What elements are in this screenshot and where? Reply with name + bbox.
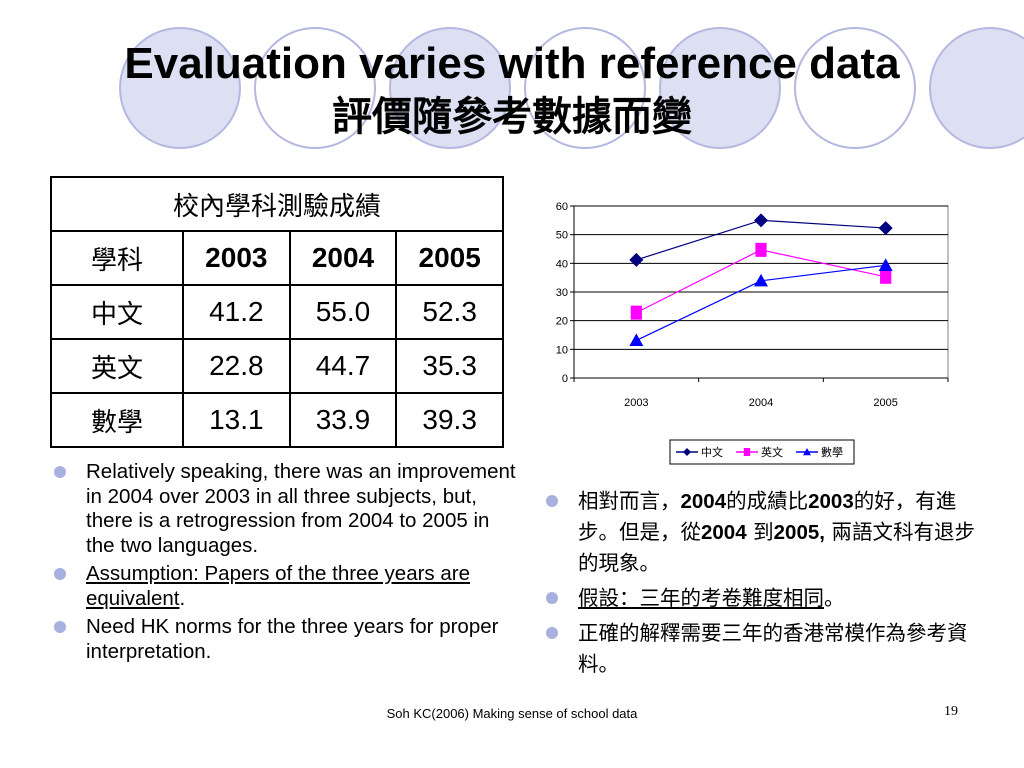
table-header-row: 學科 2003 2004 2005: [50, 230, 504, 286]
bullet-text: 正確的解釋需要三年的香港常模作為參考資料。: [578, 621, 968, 676]
legend-label: 中文: [701, 445, 723, 459]
y-tick-label: 50: [556, 230, 568, 242]
subject-cell: 中文: [50, 284, 184, 340]
score-cell: 55.0: [288, 284, 398, 340]
decorative-circles: [119, 27, 1024, 149]
data-point: [878, 221, 893, 236]
bullet-year: 2004: [680, 490, 727, 513]
score-cell: 13.1: [182, 392, 291, 448]
x-tick-label: 2003: [624, 397, 648, 409]
bullet-text: .: [179, 586, 186, 610]
line-chart: 0 10 20 30 40 50 60 2003 2004 2005 中文 英文 數學: [556, 201, 949, 465]
page-number: 19: [944, 704, 958, 719]
bullet-item: Need HK norms for the three years for pr…: [48, 615, 518, 664]
bullet-dot-icon: [546, 495, 558, 507]
legend-label: 數學: [821, 446, 843, 459]
deco-circle: [794, 27, 916, 149]
deco-circle: [389, 27, 511, 149]
legend-marker: [803, 448, 811, 456]
bullet-text-underlined: 假設：三年的考卷難度相同: [578, 586, 824, 610]
deco-circle: [524, 27, 646, 149]
legend-box: [669, 439, 855, 465]
score-cell: 52.3: [395, 284, 504, 340]
legend-marker: [743, 448, 751, 456]
bullet-dot-icon: [54, 621, 66, 633]
score-cell: 33.9: [288, 392, 398, 448]
header-year: 2004: [288, 230, 398, 286]
y-tick-label: 20: [556, 316, 568, 328]
bullet-year: 2004: [701, 521, 747, 544]
subject-cell: 數學: [50, 392, 184, 448]
bullet-dot-icon: [54, 466, 66, 478]
data-point: [755, 242, 767, 257]
bullet-item: 正確的解釋需要三年的香港常模作為參考資料。: [540, 618, 980, 680]
bullet-year: 2005,: [773, 521, 825, 544]
bullet-item: Assumption: Papers of the three years ar…: [48, 562, 518, 611]
score-cell: 41.2: [182, 284, 291, 340]
bullet-text: 的好，有進步。但是，從: [578, 489, 957, 544]
bullet-text: 。: [824, 586, 845, 610]
bullet-dot-icon: [546, 627, 558, 639]
bullet-text: 兩語文科有退步的現象。: [578, 520, 975, 575]
table-row: 中文 41.2 55.0 52.3: [50, 284, 504, 340]
header-year: 2003: [182, 230, 291, 286]
data-point: [629, 252, 644, 267]
deco-circle: [254, 27, 376, 149]
bullet-item: Relatively speaking, there was an improv…: [48, 460, 518, 558]
score-cell: 35.3: [395, 338, 504, 394]
bullet-year: 2003: [808, 490, 854, 513]
bullet-dot-icon: [54, 568, 66, 580]
data-point: [630, 305, 642, 320]
y-tick-label: 60: [556, 201, 568, 213]
table-caption-row: 校內學科測驗成績: [50, 176, 504, 232]
scores-table: 校內學科測驗成績 學科 2003 2004 2005 中文 41.2 55.0 …: [50, 176, 504, 448]
y-tick-label: 30: [556, 287, 568, 299]
subject-cell: 英文: [50, 338, 184, 394]
legend-label: 英文: [761, 445, 783, 459]
y-tick-label: 10: [556, 344, 568, 356]
deco-circle: [659, 27, 781, 149]
data-point: [754, 213, 768, 228]
bullet-dot-icon: [546, 592, 558, 604]
bullet-text: 到: [746, 520, 774, 544]
bullets-english: Relatively speaking, there was an improv…: [48, 460, 518, 668]
table-row: 數學 13.1 33.9 39.3: [50, 392, 504, 448]
y-tick-label: 0: [562, 373, 568, 385]
y-tick-label: 40: [556, 258, 568, 270]
score-cell: 39.3: [395, 392, 504, 448]
x-tick-label: 2004: [749, 397, 773, 409]
bullets-chinese: 相對而言，2004的成績比2003的好，有進步。但是，從2004 到2005, …: [540, 486, 980, 684]
footer-citation: Soh KC(2006) Making sense of school data: [386, 706, 638, 721]
deco-circle: [929, 27, 1024, 149]
slide-title-chinese: 評價隨參考數據而變: [332, 94, 692, 140]
legend-marker: [683, 448, 691, 456]
table-row: 英文 22.8 44.7 35.3: [50, 338, 504, 394]
header-subject: 學科: [50, 230, 184, 286]
score-cell: 22.8: [182, 338, 291, 394]
data-point: [880, 269, 892, 284]
bullet-text: Relatively speaking, there was an improv…: [86, 460, 516, 557]
bullet-item: 假設：三年的考卷難度相同。: [540, 583, 980, 614]
bullet-text-underlined: Assumption: Papers of the three years ar…: [86, 562, 471, 610]
deco-circle: [119, 27, 241, 149]
data-point: [878, 258, 893, 271]
slide-title-english: Evaluation varies with reference data: [124, 39, 900, 88]
bullet-text: 相對而言，: [578, 489, 681, 513]
header-year: 2005: [395, 230, 504, 286]
bullet-text: 的成績比: [726, 489, 809, 513]
data-point: [629, 333, 644, 347]
bullet-item: 相對而言，2004的成績比2003的好，有進步。但是，從2004 到2005, …: [540, 486, 980, 579]
x-tick-label: 2005: [873, 397, 897, 409]
bullet-text: Need HK norms for the three years for pr…: [86, 615, 499, 663]
data-point: [754, 273, 768, 287]
table-caption: 校內學科測驗成績: [50, 176, 504, 232]
score-cell: 44.7: [288, 338, 398, 394]
